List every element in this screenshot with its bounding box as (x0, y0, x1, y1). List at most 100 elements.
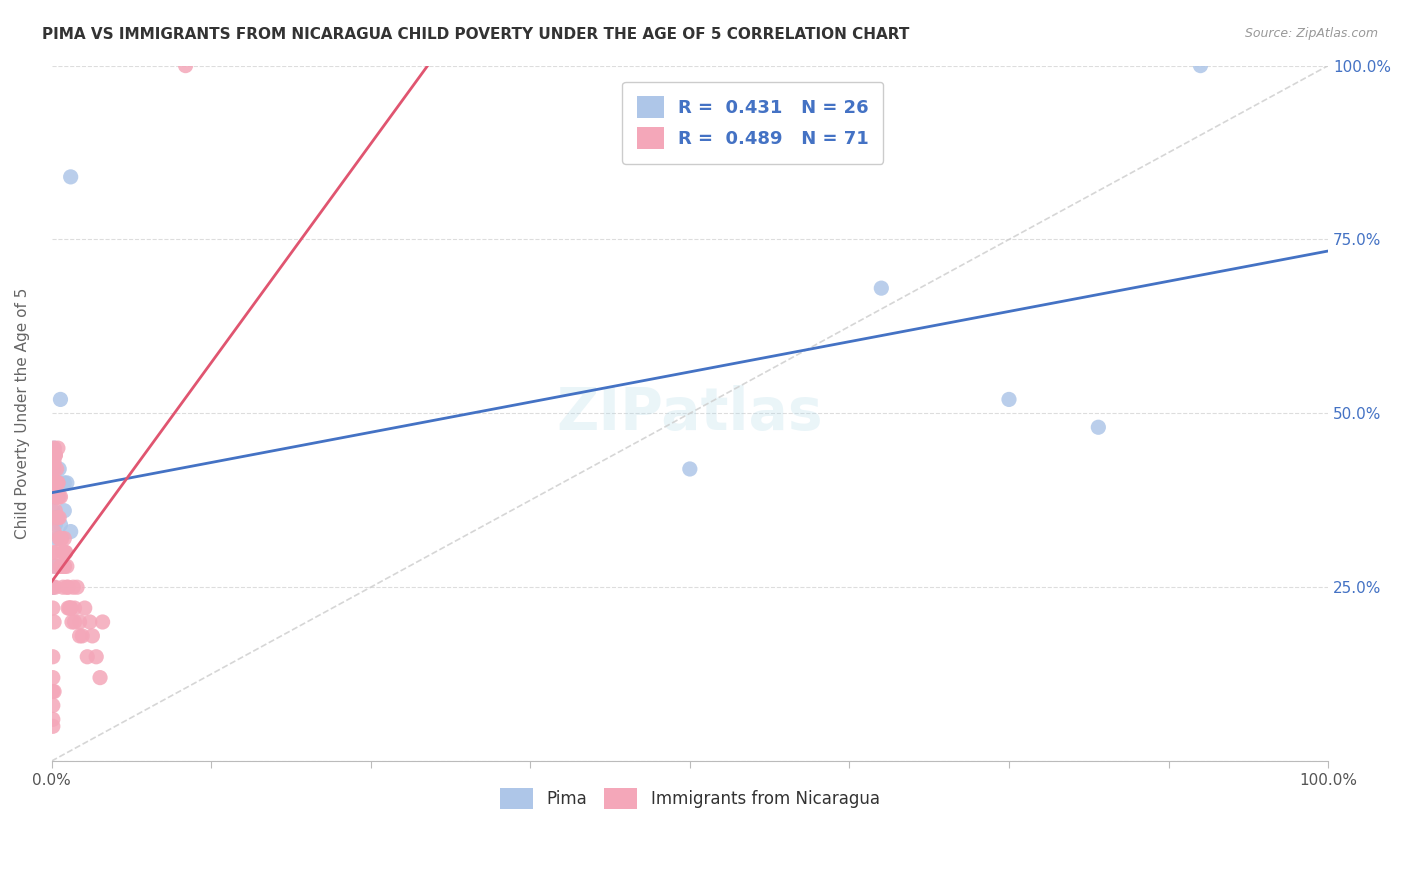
Point (42, 712, 65, 726)
Point (53, 559, 76, 574)
Point (48, 532, 70, 546)
Point (46, 475, 69, 490)
Point (76, 649, 98, 664)
Point (49, 392, 72, 407)
Point (59, 601, 82, 615)
Point (44, 448, 66, 462)
Point (48, 490, 70, 504)
Point (1189, 59, 1212, 73)
Point (44, 559, 66, 574)
Point (55, 545, 77, 559)
Text: Source: ZipAtlas.com: Source: ZipAtlas.com (1244, 27, 1378, 40)
Point (679, 462, 702, 476)
Point (49, 532, 72, 546)
Text: PIMA VS IMMIGRANTS FROM NICARAGUA CHILD POVERTY UNDER THE AGE OF 5 CORRELATION C: PIMA VS IMMIGRANTS FROM NICARAGUA CHILD … (42, 27, 910, 42)
Point (45, 490, 67, 504)
Point (42, 448, 65, 462)
Point (44, 580, 66, 594)
Point (79, 615, 101, 629)
Point (42, 524, 65, 539)
Point (42, 601, 65, 615)
Point (69, 629, 91, 643)
Point (59, 169, 82, 184)
Point (82, 629, 104, 643)
Point (42, 441, 65, 455)
Point (1087, 420, 1109, 434)
Point (42, 684, 65, 698)
Point (51, 559, 73, 574)
Point (84, 649, 107, 664)
Point (56, 559, 79, 574)
Point (48, 510, 70, 524)
Point (56, 601, 79, 615)
Point (42, 455, 65, 469)
Point (45, 462, 67, 476)
Point (58, 601, 80, 615)
Point (56, 580, 79, 594)
Point (63, 615, 86, 629)
Point (59, 601, 82, 615)
Point (56, 580, 79, 594)
Point (66, 580, 89, 594)
Point (42, 559, 65, 574)
Point (89, 671, 111, 685)
Point (42, 441, 65, 455)
Point (59, 524, 82, 539)
Point (63, 601, 86, 615)
Point (42, 615, 65, 629)
Point (45, 545, 67, 559)
Point (46, 441, 69, 455)
Point (42, 545, 65, 559)
Point (44, 475, 66, 490)
Point (52, 545, 75, 559)
Point (42, 684, 65, 698)
Point (60, 615, 83, 629)
Point (52, 580, 75, 594)
Point (174, 59, 197, 73)
Point (42, 490, 65, 504)
Point (70, 629, 93, 643)
Point (56, 475, 79, 490)
Point (42, 698, 65, 713)
Point (49, 517, 72, 532)
Point (46, 510, 69, 524)
Point (44, 510, 66, 524)
Point (51, 532, 73, 546)
Point (42, 462, 65, 476)
Point (48, 462, 70, 476)
Point (46, 490, 69, 504)
Point (49, 490, 72, 504)
Text: ZIPatlas: ZIPatlas (557, 384, 823, 442)
Point (42, 580, 65, 594)
Point (69, 615, 91, 629)
Point (49, 559, 72, 574)
Legend: Pima, Immigrants from Nicaragua: Pima, Immigrants from Nicaragua (494, 781, 886, 815)
Point (42, 649, 65, 664)
Point (91, 615, 114, 629)
Point (45, 490, 67, 504)
Point (44, 517, 66, 532)
Point (42, 510, 65, 524)
Point (42, 719, 65, 733)
Point (42, 455, 65, 469)
Y-axis label: Child Poverty Under the Age of 5: Child Poverty Under the Age of 5 (15, 287, 30, 539)
Point (46, 475, 69, 490)
Point (45, 532, 67, 546)
Point (62, 580, 84, 594)
Point (42, 671, 65, 685)
Point (55, 545, 77, 559)
Point (44, 504, 66, 518)
Point (53, 504, 76, 518)
Point (870, 281, 893, 295)
Point (53, 475, 76, 490)
Point (53, 559, 76, 574)
Point (53, 532, 76, 546)
Point (42, 580, 65, 594)
Point (42, 504, 65, 518)
Point (998, 392, 1021, 407)
Point (42, 462, 65, 476)
Point (44, 448, 66, 462)
Point (42, 490, 65, 504)
Point (42, 580, 65, 594)
Point (73, 601, 96, 615)
